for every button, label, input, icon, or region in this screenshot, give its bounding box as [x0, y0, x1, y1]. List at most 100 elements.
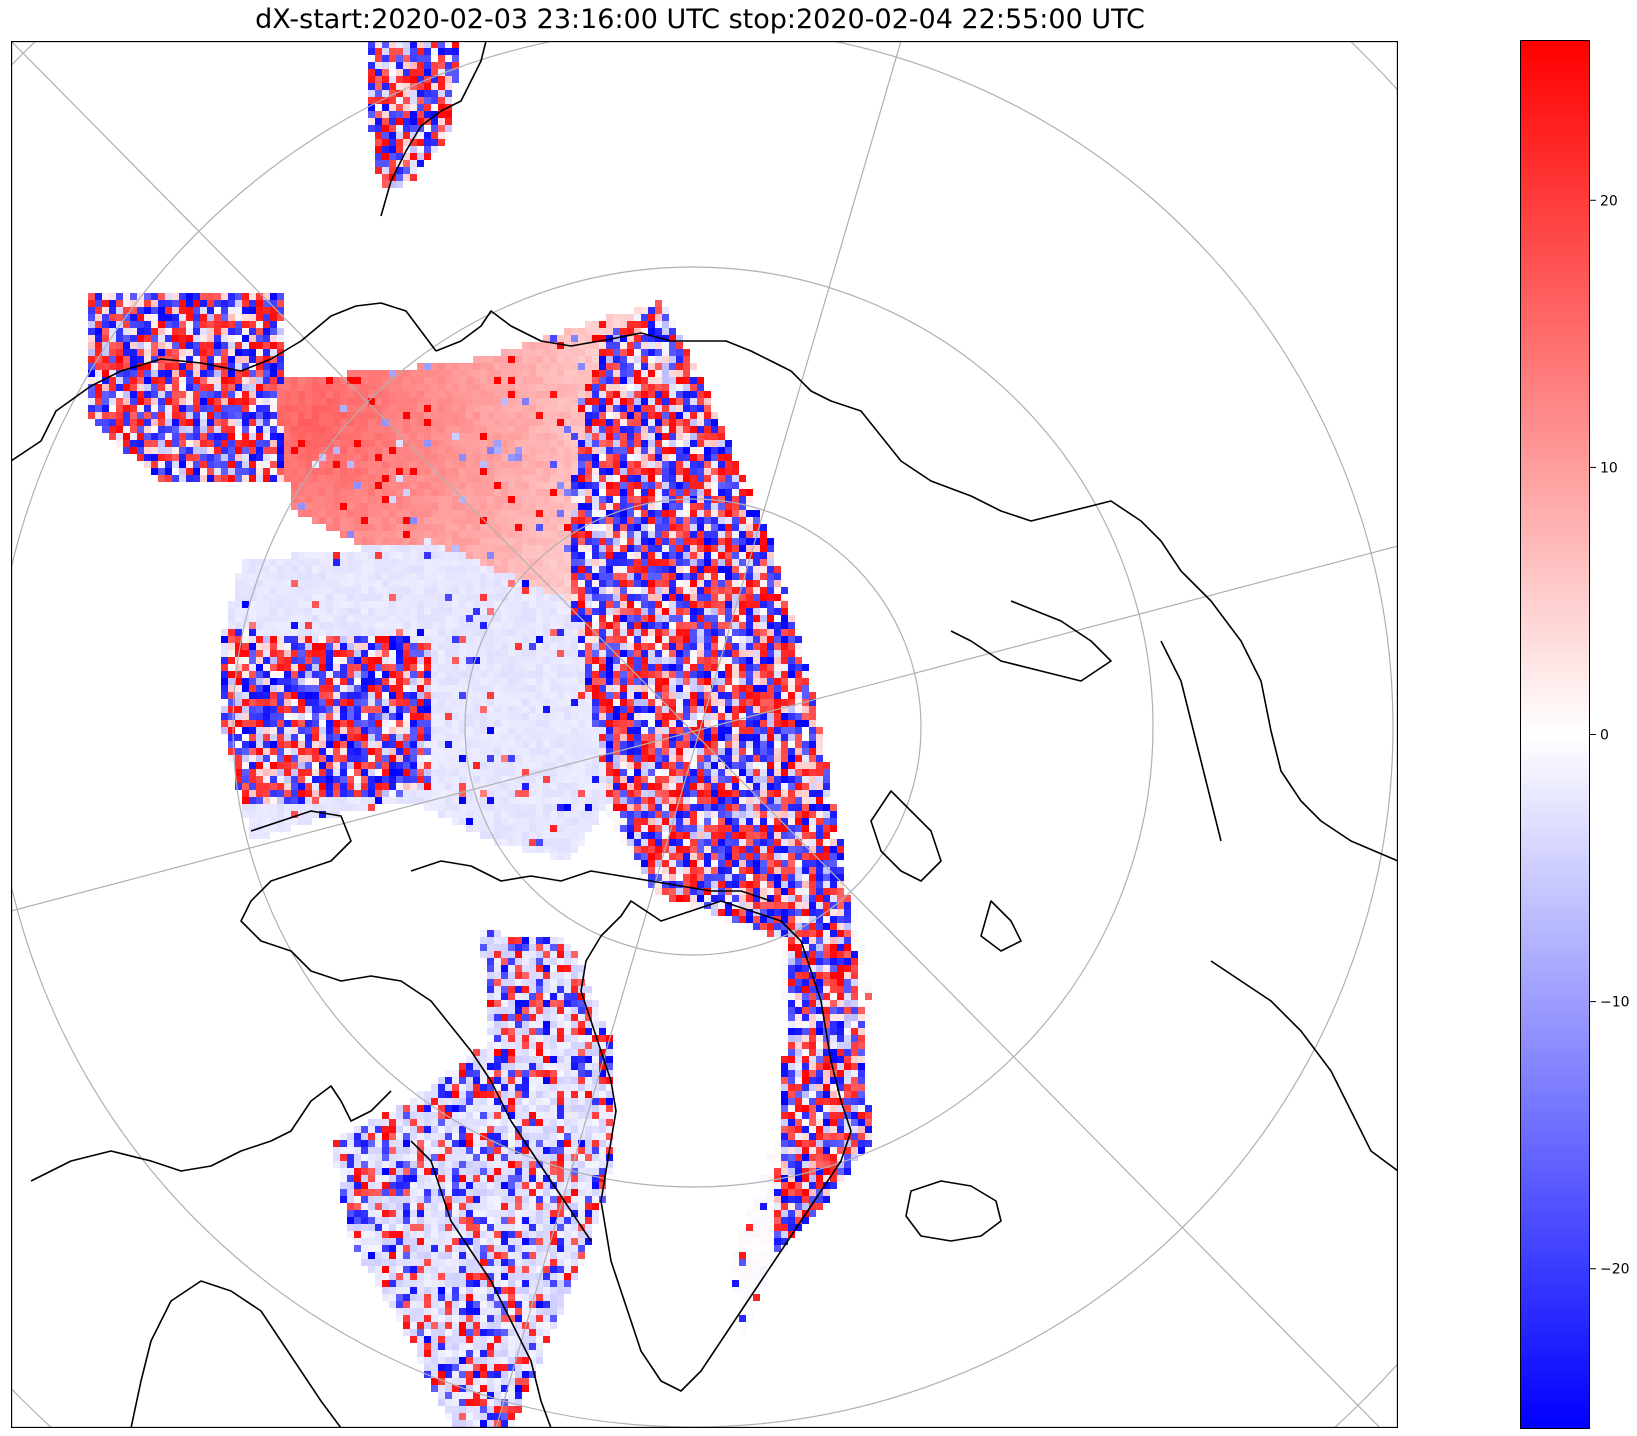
- drift-cell: [578, 692, 585, 699]
- drift-cell: [193, 405, 200, 412]
- drift-cell: [445, 587, 452, 594]
- drift-cell: [221, 440, 228, 447]
- drift-cell: [557, 377, 564, 384]
- drift-cell: [655, 692, 662, 699]
- drift-cell: [424, 678, 431, 685]
- drift-cell: [438, 671, 445, 678]
- drift-cell: [438, 517, 445, 524]
- drift-cell: [417, 118, 424, 125]
- drift-cell: [284, 461, 291, 468]
- drift-cell: [704, 629, 711, 636]
- drift-cell: [347, 685, 354, 692]
- drift-cell: [788, 671, 795, 678]
- drift-cell: [648, 566, 655, 573]
- drift-cell: [284, 692, 291, 699]
- drift-cell: [249, 580, 256, 587]
- drift-cell: [305, 643, 312, 650]
- drift-cell: [109, 398, 116, 405]
- drift-cell: [515, 419, 522, 426]
- drift-cell: [753, 664, 760, 671]
- drift-cell: [480, 594, 487, 601]
- drift-cell: [382, 181, 389, 188]
- drift-cell: [648, 587, 655, 594]
- drift-cell: [221, 629, 228, 636]
- drift-cell: [319, 384, 326, 391]
- drift-cell: [473, 580, 480, 587]
- drift-cell: [137, 440, 144, 447]
- drift-cell: [137, 391, 144, 398]
- drift-cell: [375, 384, 382, 391]
- drift-cell: [550, 720, 557, 727]
- drift-cell: [515, 433, 522, 440]
- drift-cell: [627, 482, 634, 489]
- drift-cell: [599, 706, 606, 713]
- drift-cell: [109, 405, 116, 412]
- drift-cell: [536, 734, 543, 741]
- drift-cell: [543, 349, 550, 356]
- drift-cell: [382, 510, 389, 517]
- drift-cell: [235, 300, 242, 307]
- drift-cell: [193, 468, 200, 475]
- drift-cell: [669, 391, 676, 398]
- drift-cell: [214, 356, 221, 363]
- drift-cell: [354, 636, 361, 643]
- drift-cell: [732, 531, 739, 538]
- drift-cell: [627, 594, 634, 601]
- drift-cell: [655, 335, 662, 342]
- drift-cell: [326, 559, 333, 566]
- drift-cell: [291, 713, 298, 720]
- drift-cell: [613, 734, 620, 741]
- drift-cell: [207, 454, 214, 461]
- drift-cell: [368, 594, 375, 601]
- drift-cell: [557, 678, 564, 685]
- drift-cell: [445, 706, 452, 713]
- drift-cell: [620, 706, 627, 713]
- drift-cell: [802, 713, 809, 720]
- drift-cell: [403, 132, 410, 139]
- drift-cell: [340, 559, 347, 566]
- drift-cell: [557, 342, 564, 349]
- drift-cell: [585, 685, 592, 692]
- drift-cell: [746, 657, 753, 664]
- drift-cell: [592, 538, 599, 545]
- drift-cell: [487, 461, 494, 468]
- drift-cell: [228, 608, 235, 615]
- drift-cell: [508, 426, 515, 433]
- drift-cell: [270, 419, 277, 426]
- drift-cell: [291, 566, 298, 573]
- drift-cell: [459, 510, 466, 517]
- drift-cell: [606, 580, 613, 587]
- drift-cell: [578, 440, 585, 447]
- drift-cell: [354, 391, 361, 398]
- drift-cell: [214, 314, 221, 321]
- drift-cell: [662, 601, 669, 608]
- drift-cell: [669, 643, 676, 650]
- drift-cell: [228, 622, 235, 629]
- drift-cell: [382, 69, 389, 76]
- drift-cell: [480, 615, 487, 622]
- drift-cell: [648, 398, 655, 405]
- drift-cell: [326, 587, 333, 594]
- drift-cell: [438, 62, 445, 69]
- drift-cell: [235, 363, 242, 370]
- drift-cell: [753, 650, 760, 657]
- drift-cell: [130, 433, 137, 440]
- drift-cell: [424, 580, 431, 587]
- drift-cell: [431, 489, 438, 496]
- drift-cell: [438, 496, 445, 503]
- drift-cell: [648, 664, 655, 671]
- drift-cell: [438, 650, 445, 657]
- drift-cell: [361, 706, 368, 713]
- drift-cell: [648, 573, 655, 580]
- drift-cell: [277, 566, 284, 573]
- drift-cell: [200, 475, 207, 482]
- drift-cell: [333, 699, 340, 706]
- drift-cell: [410, 643, 417, 650]
- drift-cell: [410, 153, 417, 160]
- drift-cell: [186, 391, 193, 398]
- drift-cell: [529, 643, 536, 650]
- drift-cell: [452, 608, 459, 615]
- drift-cell: [613, 440, 620, 447]
- drift-cell: [403, 741, 410, 748]
- drift-cell: [676, 727, 683, 734]
